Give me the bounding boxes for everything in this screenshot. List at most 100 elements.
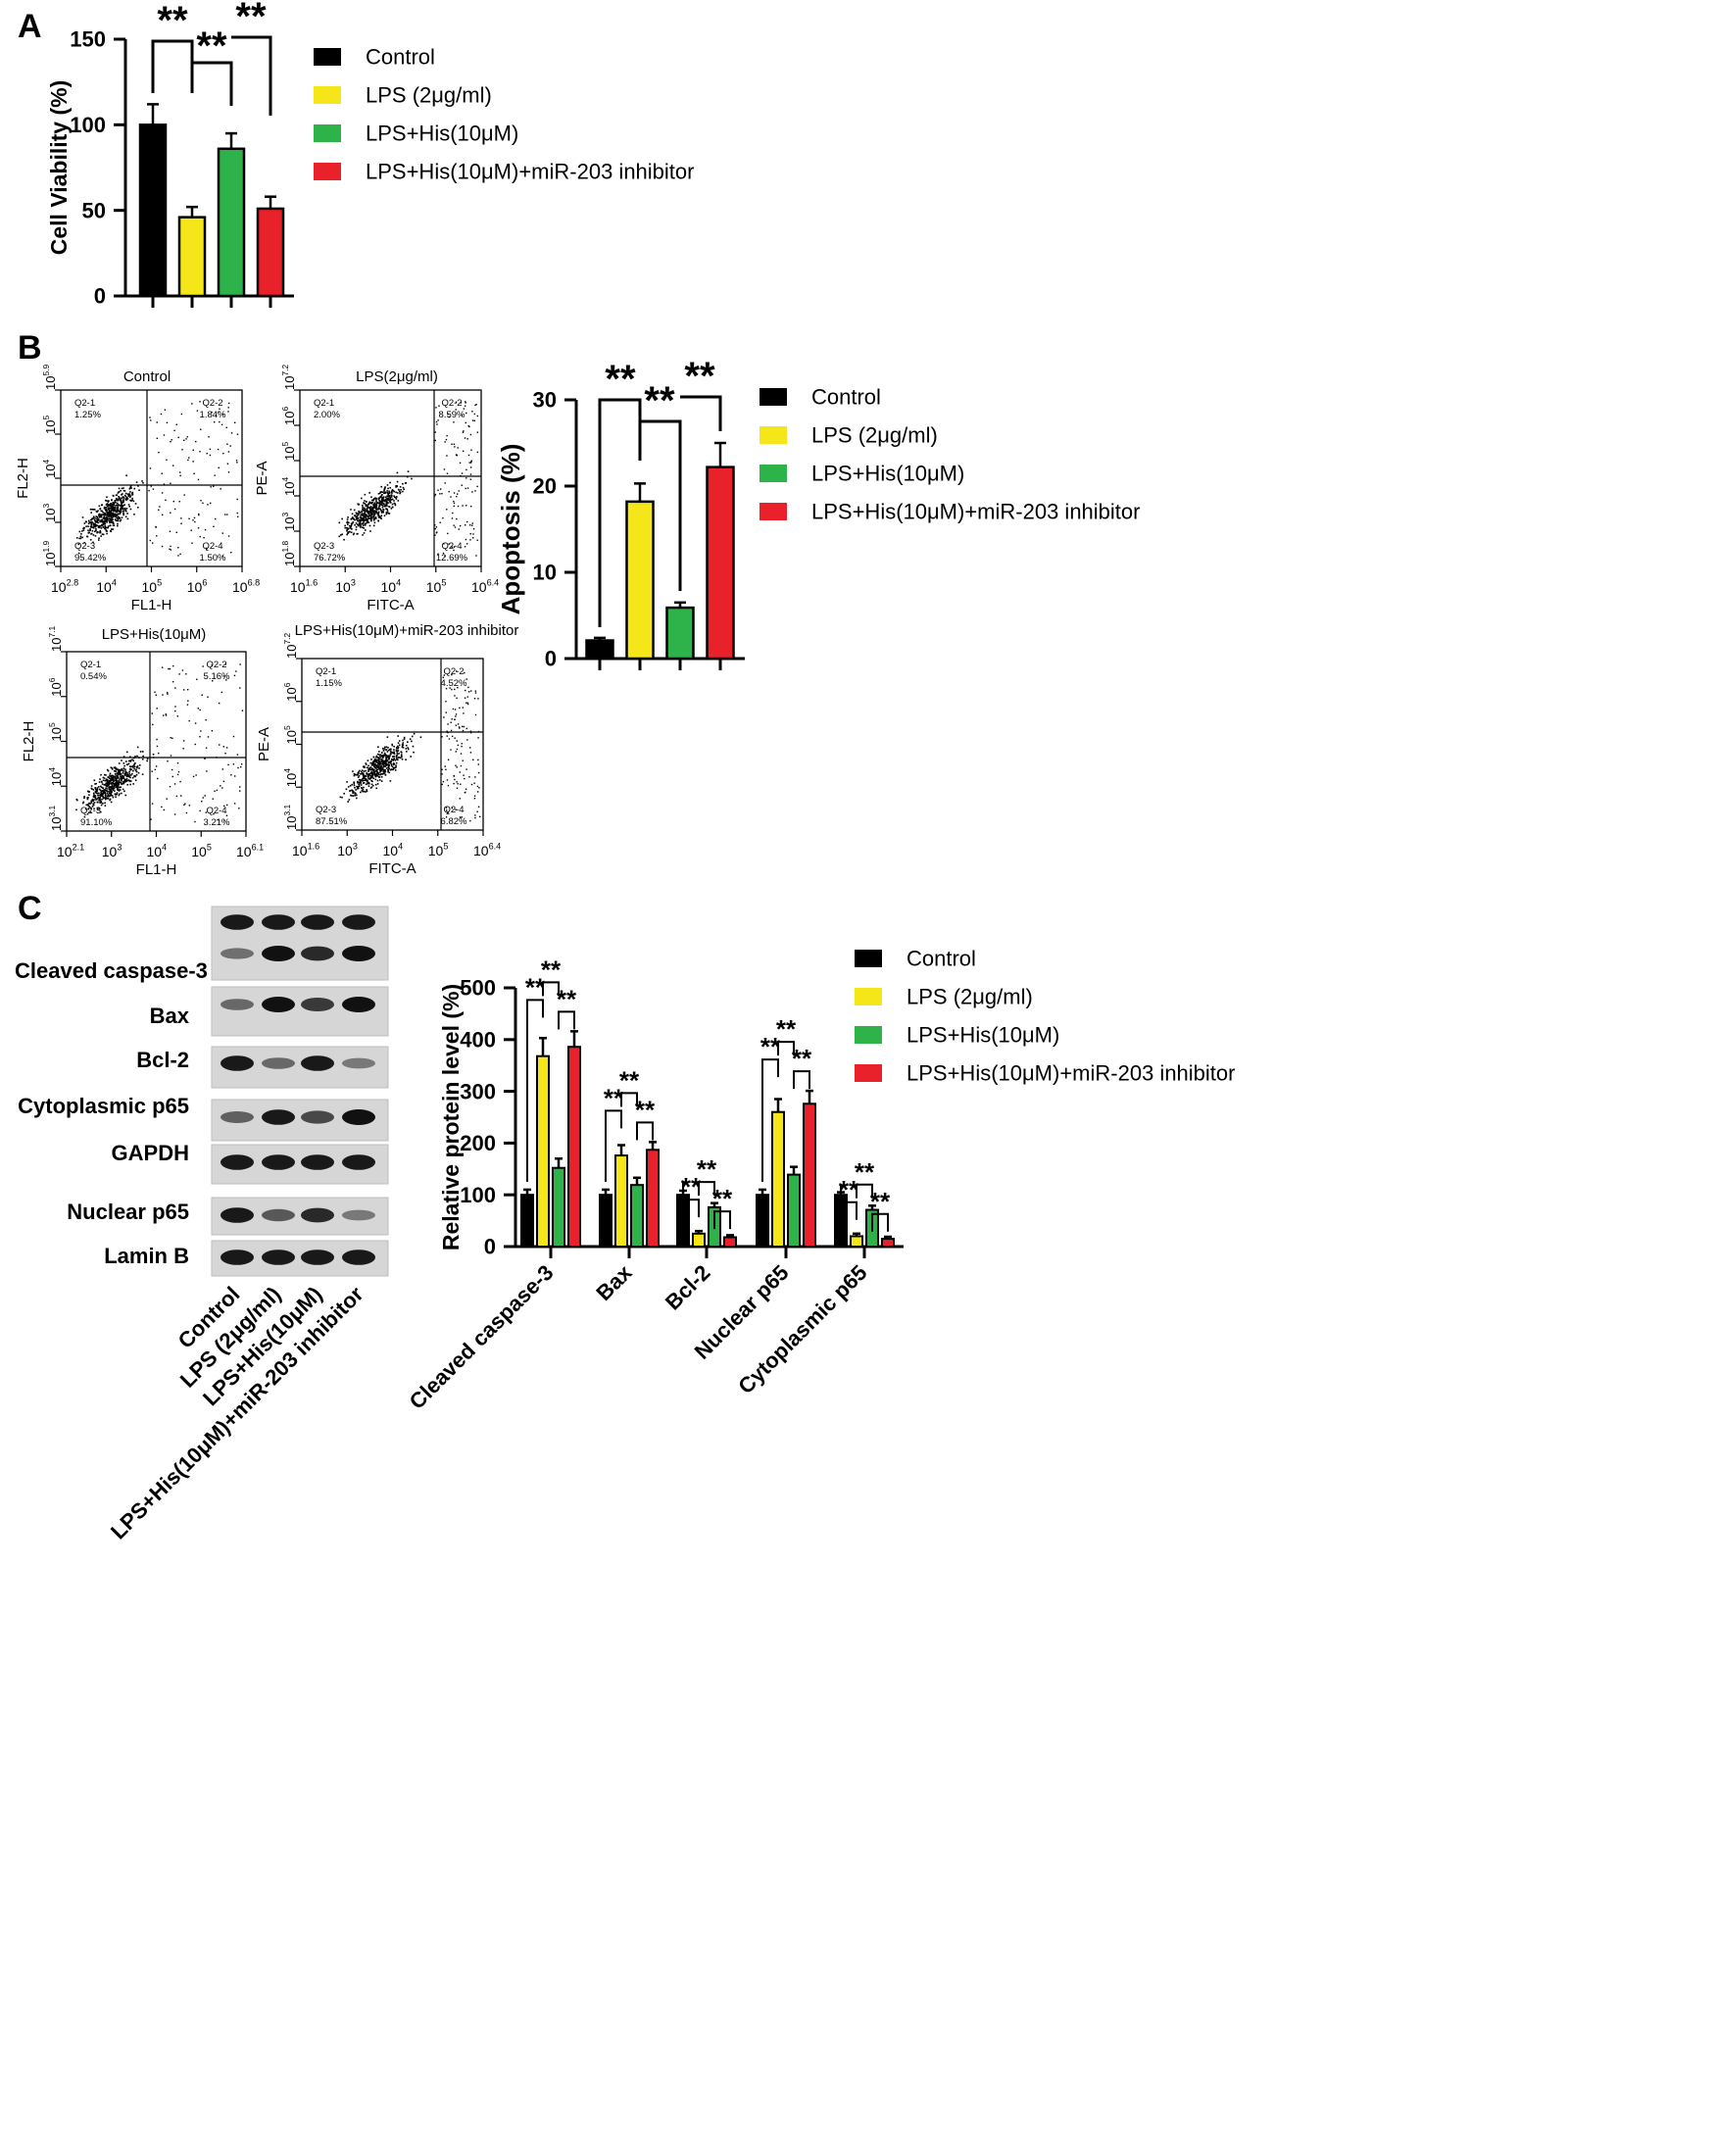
flow-dot xyxy=(99,514,102,516)
flow-dot xyxy=(120,502,122,505)
flow-dot xyxy=(96,517,98,520)
legend-swatch xyxy=(314,86,341,104)
flow-dot xyxy=(359,515,362,518)
flow-dot xyxy=(132,760,134,762)
flow-dot xyxy=(358,770,360,773)
flow-dot xyxy=(141,773,144,775)
flow-dot xyxy=(105,782,108,785)
flow-dot xyxy=(177,555,179,557)
flow-dot xyxy=(112,504,114,506)
flow-dot xyxy=(109,798,112,801)
flow-dot xyxy=(118,779,121,782)
flow-dot xyxy=(112,787,115,789)
flow-dot xyxy=(121,768,123,771)
flow-dot xyxy=(108,783,110,785)
flow-dot xyxy=(108,791,111,793)
flow-dot xyxy=(384,496,387,499)
flow-dot xyxy=(99,797,101,800)
sig-label: ** xyxy=(644,379,675,422)
flow-dot xyxy=(390,496,393,498)
flow-dot xyxy=(111,795,114,797)
flow-dot xyxy=(78,530,81,533)
flow-dot xyxy=(384,486,386,488)
flow-dot xyxy=(350,523,353,526)
flow-dot xyxy=(387,760,390,763)
flow-dot xyxy=(118,504,120,506)
flow-dot xyxy=(112,796,115,799)
flow-dot xyxy=(114,518,117,520)
flow-dot xyxy=(436,423,438,425)
flow-dot xyxy=(363,786,365,789)
x-tick-label: 101.6 xyxy=(292,842,319,858)
flow-dot xyxy=(461,415,464,416)
flow-dot xyxy=(451,517,454,519)
flow-dot xyxy=(446,509,448,511)
panel-label: C xyxy=(18,890,42,927)
flow-dot xyxy=(441,783,443,786)
flow-dot xyxy=(374,773,376,776)
flow-dot xyxy=(373,502,376,504)
flow-dot xyxy=(370,499,373,502)
flow-dot xyxy=(192,519,194,521)
flow-dot xyxy=(128,770,130,773)
flow-dot xyxy=(239,663,241,665)
flow-dot xyxy=(455,724,458,726)
flow-dot xyxy=(86,812,89,815)
flow-dot xyxy=(380,491,382,493)
flow-dot xyxy=(122,775,125,778)
bar xyxy=(787,1173,801,1249)
flow-dot xyxy=(90,523,93,525)
flow-dot xyxy=(118,783,121,786)
flow-dot xyxy=(122,776,123,778)
flow-dot xyxy=(456,740,458,742)
flow-dot xyxy=(407,470,410,472)
flow-dot xyxy=(373,505,376,508)
blot-band xyxy=(342,1209,375,1221)
flow-dot xyxy=(402,486,405,489)
flow-dot xyxy=(111,767,114,769)
flow-dot xyxy=(100,510,103,513)
flow-dot xyxy=(126,779,128,782)
flow-dot xyxy=(109,511,112,514)
flow-dot xyxy=(372,777,375,780)
flow-dot xyxy=(361,510,363,513)
flow-dot xyxy=(390,508,393,510)
flow-dot xyxy=(107,790,109,793)
flow-dot xyxy=(370,512,373,514)
flow-dot xyxy=(364,529,367,531)
flow-dot xyxy=(447,723,449,725)
flow-dot xyxy=(100,527,103,529)
flow-dot xyxy=(99,793,102,796)
flow-dot xyxy=(462,725,464,728)
flow-dot xyxy=(466,703,469,706)
flow-dot xyxy=(443,674,446,676)
flow-dot xyxy=(365,783,368,786)
flow-dot xyxy=(471,411,473,413)
flow-dot xyxy=(387,513,390,514)
flow-dot xyxy=(170,737,172,739)
tick-exponent: 1.6 xyxy=(306,578,318,588)
flow-dot xyxy=(98,524,101,527)
bar xyxy=(676,1194,690,1248)
flow-dot xyxy=(362,508,364,511)
flow-dot xyxy=(374,504,377,506)
quadrant-value: 12.69% xyxy=(436,553,468,564)
flow-dot xyxy=(202,797,204,799)
flow-dot xyxy=(379,763,382,765)
flow-dot xyxy=(362,509,365,512)
flow-dot xyxy=(451,718,453,720)
legend-swatch xyxy=(314,163,341,180)
flow-dot xyxy=(464,777,466,780)
flow-dot xyxy=(113,785,116,788)
flow-dot xyxy=(369,509,372,512)
flow-dot xyxy=(216,789,219,792)
flow-dot xyxy=(382,749,385,752)
flow-dot xyxy=(458,490,460,492)
flow-dot xyxy=(444,441,446,443)
tick-base: 10 xyxy=(383,843,399,858)
flow-dot xyxy=(156,437,159,440)
flow-dot xyxy=(133,487,136,490)
flow-dot xyxy=(89,521,92,523)
flow-dot xyxy=(163,434,166,436)
